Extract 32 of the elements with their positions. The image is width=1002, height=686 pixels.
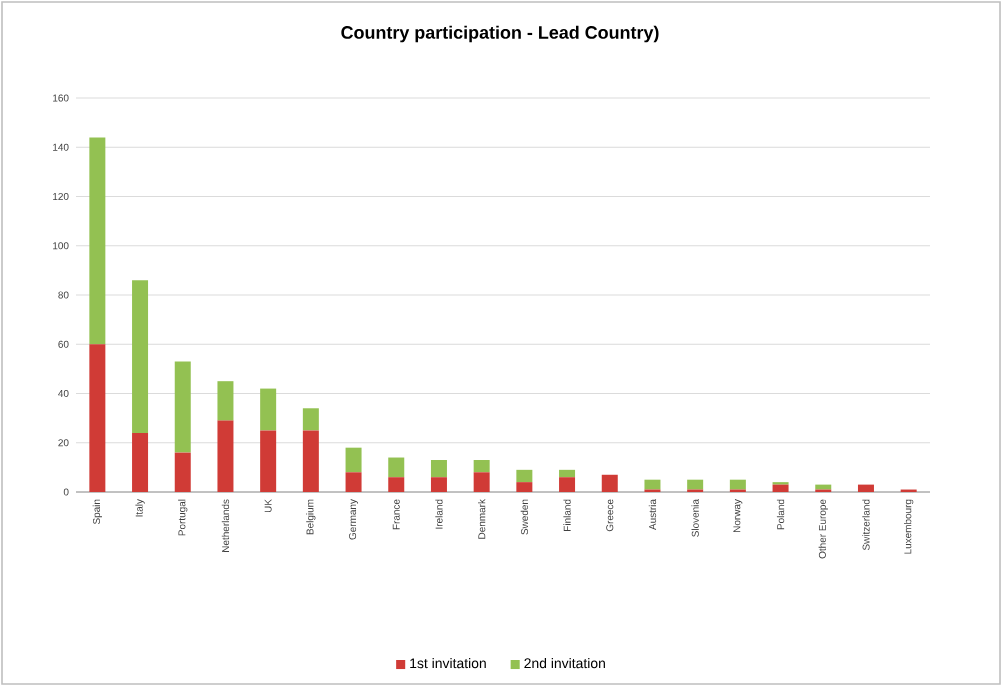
bar	[302, 430, 319, 492]
bar	[644, 479, 661, 490]
bar	[473, 472, 490, 492]
bar	[772, 484, 789, 492]
chart-title: Country participation - Lead Country)	[341, 25, 659, 43]
bar	[302, 408, 319, 431]
bar	[430, 477, 447, 492]
bar	[174, 452, 191, 492]
bar	[473, 459, 490, 473]
bar	[516, 482, 533, 492]
bar	[729, 479, 746, 490]
bar	[857, 484, 874, 492]
bar	[260, 388, 277, 431]
bar	[516, 469, 533, 483]
bar	[601, 474, 618, 492]
bar	[815, 484, 832, 490]
bar	[217, 420, 234, 492]
bar	[388, 457, 405, 478]
bar	[260, 430, 277, 492]
bar	[132, 280, 149, 433]
bar	[559, 469, 576, 478]
bar	[174, 361, 191, 453]
bar	[217, 381, 234, 421]
bar	[132, 432, 149, 492]
bar	[345, 447, 362, 473]
bar	[345, 472, 362, 492]
bar	[559, 477, 576, 492]
bar	[687, 479, 704, 490]
bar	[430, 459, 447, 478]
bar	[388, 477, 405, 492]
bar	[89, 344, 106, 492]
bar	[89, 137, 106, 345]
